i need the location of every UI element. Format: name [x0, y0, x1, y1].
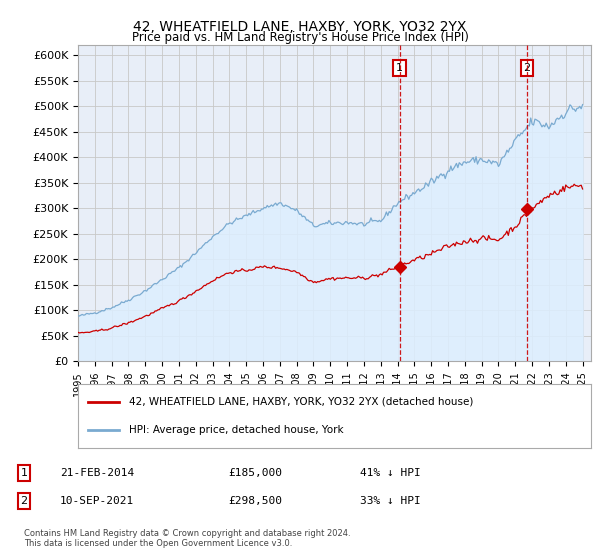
- Text: 2: 2: [523, 63, 530, 73]
- Text: Price paid vs. HM Land Registry's House Price Index (HPI): Price paid vs. HM Land Registry's House …: [131, 31, 469, 44]
- Text: £185,000: £185,000: [228, 468, 282, 478]
- Text: Contains HM Land Registry data © Crown copyright and database right 2024.
This d: Contains HM Land Registry data © Crown c…: [24, 529, 350, 548]
- Text: 1: 1: [20, 468, 28, 478]
- Text: 2: 2: [20, 496, 28, 506]
- Text: 1: 1: [396, 63, 403, 73]
- Text: 42, WHEATFIELD LANE, HAXBY, YORK, YO32 2YX: 42, WHEATFIELD LANE, HAXBY, YORK, YO32 2…: [133, 20, 467, 34]
- Text: 10-SEP-2021: 10-SEP-2021: [60, 496, 134, 506]
- Text: 21-FEB-2014: 21-FEB-2014: [60, 468, 134, 478]
- Text: £298,500: £298,500: [228, 496, 282, 506]
- Text: 33% ↓ HPI: 33% ↓ HPI: [360, 496, 421, 506]
- Text: HPI: Average price, detached house, York: HPI: Average price, detached house, York: [130, 425, 344, 435]
- Text: 41% ↓ HPI: 41% ↓ HPI: [360, 468, 421, 478]
- Text: 42, WHEATFIELD LANE, HAXBY, YORK, YO32 2YX (detached house): 42, WHEATFIELD LANE, HAXBY, YORK, YO32 2…: [130, 396, 473, 407]
